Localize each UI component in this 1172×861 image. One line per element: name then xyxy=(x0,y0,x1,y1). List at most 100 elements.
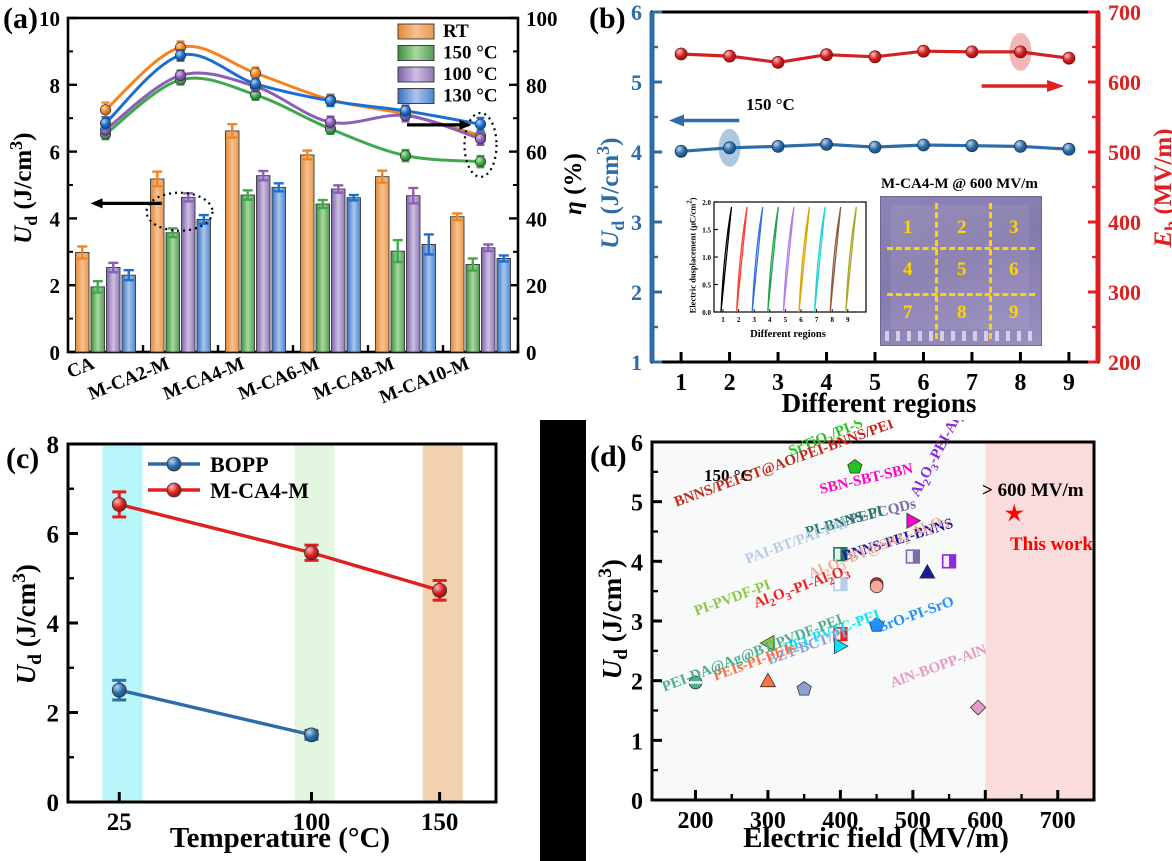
svg-text:5: 5 xyxy=(631,491,643,517)
svg-text:700: 700 xyxy=(1040,808,1076,834)
svg-text:8: 8 xyxy=(50,74,61,98)
svg-text:150 °C: 150 °C xyxy=(443,43,498,64)
svg-text:2.0: 2.0 xyxy=(702,199,711,207)
svg-text:300: 300 xyxy=(1108,280,1141,305)
svg-text:40: 40 xyxy=(526,207,547,231)
svg-text:3: 3 xyxy=(752,316,756,324)
legend-swatch xyxy=(397,45,435,61)
svg-text:0: 0 xyxy=(631,789,643,815)
svg-text:0: 0 xyxy=(47,790,60,817)
svg-text:M-CA4-M: M-CA4-M xyxy=(210,478,309,503)
svg-text:8: 8 xyxy=(1014,370,1026,396)
bar xyxy=(240,194,255,353)
panel-a-plot-area: 0246810020406080100CAM-CA2-MM-CA4-MM-CA6… xyxy=(39,7,558,408)
svg-text:3: 3 xyxy=(631,610,643,636)
de-loop xyxy=(720,206,733,313)
svg-text:600: 600 xyxy=(967,808,1003,834)
photo-cell-5: 5 xyxy=(957,259,967,280)
svg-text:200: 200 xyxy=(1108,350,1141,375)
photo-cell-7: 7 xyxy=(903,302,913,323)
bar xyxy=(121,274,136,353)
data-marker xyxy=(969,699,987,716)
panel-b-ylabel: Ud (J/cm3) xyxy=(592,137,629,249)
svg-text:RT: RT xyxy=(443,21,469,42)
svg-text:6: 6 xyxy=(917,370,929,396)
photo-cell-4: 4 xyxy=(903,259,913,280)
svg-text:500: 500 xyxy=(895,808,931,834)
svg-text:4: 4 xyxy=(47,611,60,638)
svg-text:9: 9 xyxy=(846,316,850,324)
bar xyxy=(496,258,511,353)
svg-text:6: 6 xyxy=(47,522,60,549)
bar xyxy=(165,232,180,353)
panel-b-tag: (b) xyxy=(589,2,626,35)
left-arrow xyxy=(90,198,103,209)
data-marker xyxy=(833,637,849,655)
panel-a-tag: (a) xyxy=(3,2,38,35)
svg-text:80: 80 xyxy=(526,74,547,98)
right-arrow xyxy=(1047,80,1065,92)
legend-swatch xyxy=(397,66,435,83)
bar xyxy=(106,267,121,353)
bar xyxy=(421,244,436,353)
svg-text:6: 6 xyxy=(50,141,61,165)
svg-text:3: 3 xyxy=(631,210,642,235)
svg-text:1: 1 xyxy=(675,370,687,396)
de-inset-svg: 0.0 0.5 1.0 1.5 2.0 1 2 3 4 5 6 7 8 9 xyxy=(702,199,867,324)
data-marker xyxy=(869,579,884,594)
bar xyxy=(390,250,405,353)
panel-b-svg: 1 2 3 4 5 6 200 300 400 500 600 700 1 2 3 4 5 6 7 8 9 xyxy=(631,0,1141,396)
svg-text:0: 0 xyxy=(50,341,61,365)
temperature-band xyxy=(422,445,463,801)
panel-d-temp-note: 150 °C xyxy=(704,466,753,485)
de-loop xyxy=(782,206,795,313)
panel-b-inset-title: M-CA4-M @ 600 MV/m xyxy=(881,176,1038,192)
photo-grid-h2 xyxy=(887,293,1035,296)
svg-text:10: 10 xyxy=(39,7,60,31)
de-loop xyxy=(767,206,779,313)
bar xyxy=(271,186,286,353)
bar xyxy=(181,196,196,353)
photo-grid-v2 xyxy=(989,203,992,339)
svg-text:2: 2 xyxy=(47,701,60,728)
data-marker xyxy=(759,672,777,688)
data-marker xyxy=(796,681,812,696)
svg-text:600: 600 xyxy=(1108,70,1141,95)
legend-marker xyxy=(166,456,182,472)
svg-text:1.0: 1.0 xyxy=(702,254,711,262)
photo-edge-speckle xyxy=(885,331,1037,341)
de-loop xyxy=(751,206,764,313)
panel-c: 0 2 4 6 8 25 100 150 BOPP M-CA4-M (c) Ud (J/cm3) … xyxy=(0,420,540,861)
panel-d-svg: 0 1 2 3 4 5 6 200 300 400 500 600 700 xyxy=(631,431,1096,834)
data-marker xyxy=(906,512,922,529)
svg-text:60: 60 xyxy=(526,141,547,165)
svg-text:2: 2 xyxy=(737,316,741,324)
panel-a: 0 2 4 6 8 10 0 20 40 60 80 100 CA M-CA2-M M-CA4-M M-CA6… xyxy=(0,0,586,420)
panel-d-plot-area: 0 1 2 3 4 5 6 200 300 400 500 600 700 xyxy=(631,431,1096,834)
panel-d: 0 1 2 3 4 5 6 200 300 400 500 600 700 (d) 150 °C > 6… xyxy=(586,420,1172,861)
panel-b-y2label: Eb (MV/m) xyxy=(1150,128,1172,247)
shaded-region xyxy=(985,443,1093,799)
svg-text:400: 400 xyxy=(822,808,858,834)
bar xyxy=(315,203,330,353)
svg-text:1.5: 1.5 xyxy=(702,227,711,235)
svg-text:4: 4 xyxy=(631,550,643,576)
bar xyxy=(225,130,240,353)
svg-text:130 °C: 130 °C xyxy=(443,86,498,107)
annotation-ellipse xyxy=(463,111,498,179)
data-marker xyxy=(869,617,885,632)
svg-text:6: 6 xyxy=(631,0,642,25)
bar xyxy=(75,252,90,353)
svg-text:1: 1 xyxy=(631,350,642,375)
photo-cell-3: 3 xyxy=(1009,217,1019,238)
bar xyxy=(90,286,105,353)
photo-cell-2: 2 xyxy=(957,217,967,238)
panel-d-threshold-note: > 600 MV/m xyxy=(982,480,1084,501)
de-inset-ylabel: Electric dusplacement (μC/cm2) xyxy=(686,197,698,314)
svg-text:2: 2 xyxy=(631,280,642,305)
panel-b: 1 2 3 4 5 6 200 300 400 500 600 700 1 2 3 4 5 6 7 8 9 (b) 15… xyxy=(586,0,1172,420)
svg-text:150: 150 xyxy=(421,809,459,836)
svg-text:5: 5 xyxy=(631,70,642,95)
bar xyxy=(256,175,271,353)
